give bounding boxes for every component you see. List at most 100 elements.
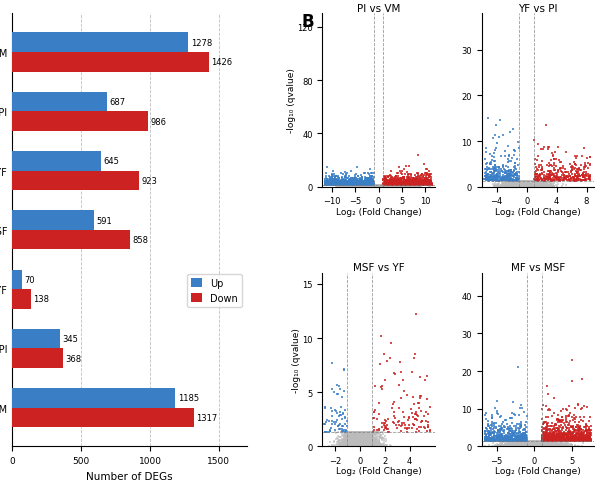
Point xyxy=(500,433,509,441)
Point xyxy=(370,181,380,189)
Point xyxy=(502,183,512,191)
Point xyxy=(374,439,384,447)
Point xyxy=(359,429,369,436)
Point xyxy=(322,181,332,189)
Point xyxy=(389,181,399,189)
Point xyxy=(358,436,367,444)
Point xyxy=(367,442,377,449)
Point xyxy=(367,441,376,448)
Point xyxy=(515,434,524,442)
Point xyxy=(539,180,549,188)
Point xyxy=(372,183,382,191)
Point xyxy=(380,181,390,189)
Point xyxy=(510,442,520,450)
Point xyxy=(550,426,560,433)
Point xyxy=(352,181,362,189)
Point xyxy=(524,182,534,190)
Point xyxy=(381,182,391,190)
Point xyxy=(550,442,560,450)
Point xyxy=(526,442,536,450)
Point xyxy=(512,183,521,191)
Point xyxy=(372,182,382,190)
Point xyxy=(345,180,355,188)
Point xyxy=(527,439,536,447)
Point xyxy=(537,178,547,185)
Point xyxy=(529,440,539,448)
Point xyxy=(520,439,530,447)
Point xyxy=(526,441,535,449)
Point xyxy=(410,177,420,184)
Point xyxy=(338,440,347,447)
Point xyxy=(322,181,331,189)
Point xyxy=(352,441,362,448)
Point xyxy=(344,435,353,443)
Point xyxy=(504,437,514,445)
Point xyxy=(400,183,410,191)
Point xyxy=(364,429,373,436)
Point xyxy=(346,442,355,450)
Point xyxy=(498,436,508,444)
Point xyxy=(572,166,581,173)
Point xyxy=(356,183,365,191)
Point xyxy=(522,178,532,185)
Point xyxy=(406,181,416,189)
Point xyxy=(547,441,556,449)
Point xyxy=(364,183,373,191)
Point xyxy=(527,440,537,447)
Point xyxy=(352,438,362,446)
Point xyxy=(421,408,430,416)
Point xyxy=(547,435,557,443)
Point xyxy=(532,182,542,190)
Point xyxy=(356,442,366,450)
Point xyxy=(517,181,526,189)
Point xyxy=(376,183,386,191)
Point xyxy=(511,442,521,450)
Point xyxy=(541,178,551,185)
Point xyxy=(520,439,529,447)
Point xyxy=(515,182,525,190)
Point xyxy=(328,180,337,187)
Point xyxy=(566,433,576,441)
Point xyxy=(511,181,521,189)
Point xyxy=(530,182,540,190)
Point xyxy=(382,173,391,181)
Point xyxy=(347,438,357,446)
Point xyxy=(523,440,533,447)
Point xyxy=(566,436,576,444)
Point xyxy=(527,442,537,450)
Point xyxy=(525,181,535,189)
Point xyxy=(514,183,523,191)
Point xyxy=(391,181,401,189)
Point xyxy=(407,181,417,189)
Point xyxy=(376,183,386,191)
Point xyxy=(523,182,533,190)
Point xyxy=(488,435,497,443)
Point xyxy=(419,181,428,189)
Point xyxy=(539,442,548,449)
Point xyxy=(515,183,525,191)
Point xyxy=(418,180,428,188)
Point xyxy=(515,182,525,190)
Point xyxy=(530,178,539,185)
Point xyxy=(533,441,543,448)
Point xyxy=(331,407,340,415)
Point xyxy=(356,434,365,442)
Point xyxy=(361,183,371,191)
Point xyxy=(350,429,360,436)
Point xyxy=(522,183,532,191)
Point xyxy=(379,183,388,191)
Point xyxy=(321,428,331,436)
Point xyxy=(350,429,360,436)
Point xyxy=(359,183,369,191)
Point xyxy=(345,181,355,189)
Point xyxy=(419,180,428,188)
Point xyxy=(367,182,376,190)
Point xyxy=(482,175,491,183)
Point xyxy=(355,429,364,436)
Point xyxy=(482,172,491,180)
Point xyxy=(387,183,397,191)
Point xyxy=(361,183,370,191)
Point xyxy=(376,183,386,191)
Point xyxy=(394,182,403,190)
Point xyxy=(538,181,547,189)
